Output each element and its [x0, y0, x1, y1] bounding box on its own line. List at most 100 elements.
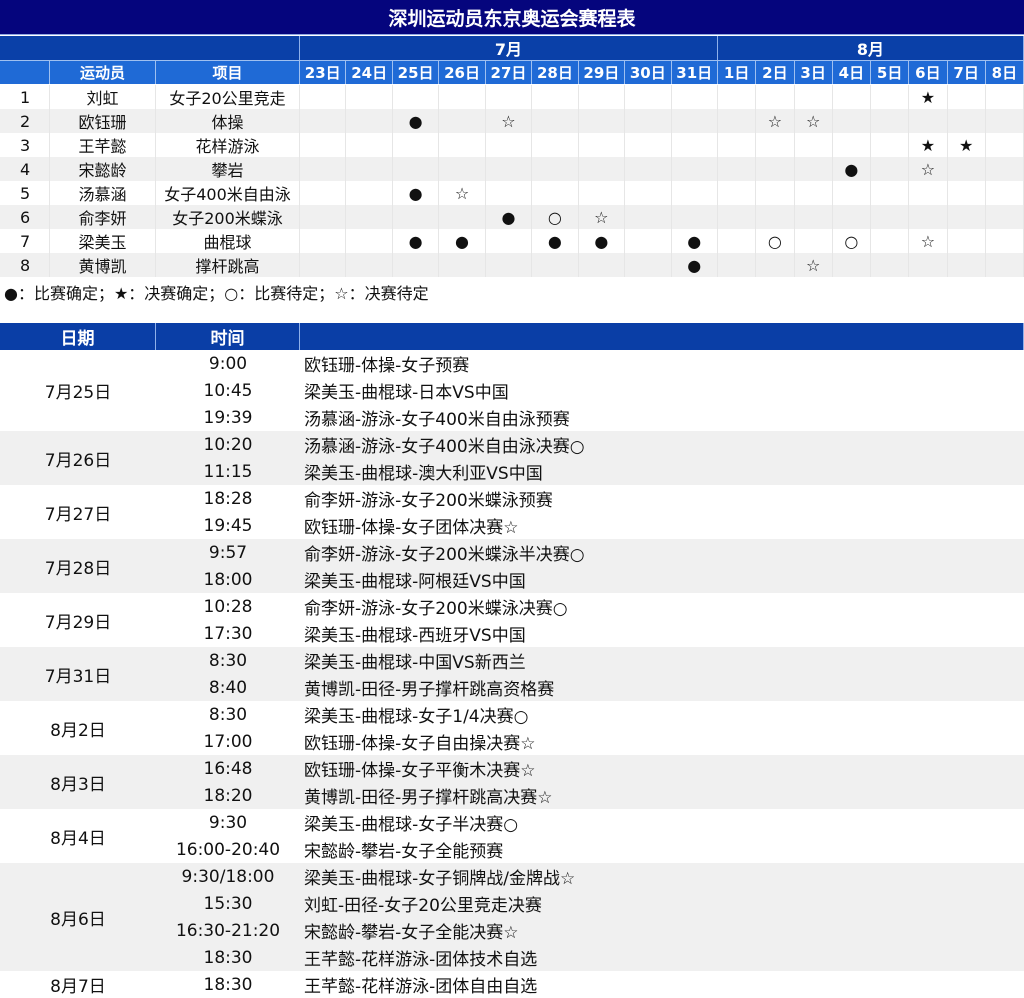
schedule-cell	[578, 109, 626, 133]
schedule-event: 汤慕涵-游泳-女子400米自由泳决赛○	[300, 431, 1024, 458]
schedule-time: 17:00	[156, 728, 300, 755]
schedule-cell	[625, 229, 672, 253]
schedule-event: 梁美玉-曲棍球-日本VS中国	[300, 377, 1024, 404]
schedule-cell	[578, 133, 626, 157]
athlete-name: 俞李妍	[50, 205, 156, 229]
legend: ●：比赛确定；★：决赛确定；○：比赛待定；☆：决赛待定	[4, 284, 429, 303]
schedule-cell	[756, 85, 795, 109]
schedule-cell	[718, 205, 757, 229]
schedule-cell	[718, 133, 757, 157]
schedule-cell	[985, 205, 1024, 229]
schedule-cell	[346, 109, 393, 133]
schedule-date: 8月3日	[0, 755, 156, 809]
header-event: 项目	[156, 60, 300, 84]
schedule-date: 7月26日	[0, 431, 156, 485]
schedule-time: 18:00	[156, 566, 300, 593]
athlete-name: 刘虹	[50, 85, 156, 109]
schedule-mark: ●	[578, 229, 626, 253]
schedule-cell	[346, 181, 393, 205]
day-header: 2日	[756, 60, 795, 84]
schedule-mark: ●	[485, 205, 533, 229]
header-athlete: 运动员	[50, 60, 156, 84]
athlete-event: 体操	[156, 109, 300, 133]
athlete-event: 女子20公里竞走	[156, 85, 300, 109]
schedule-cell	[985, 85, 1024, 109]
schedule-cell	[532, 253, 579, 277]
schedule-cell	[947, 205, 986, 229]
schedule-time: 15:30	[156, 890, 300, 917]
schedule-cell	[625, 109, 672, 133]
day-header: 23日	[300, 60, 347, 84]
schedule-cell	[947, 253, 986, 277]
schedule-cell	[485, 157, 533, 181]
athlete-number: 5	[0, 181, 50, 205]
schedule-time: 8:30	[156, 647, 300, 674]
schedule-date: 7月29日	[0, 593, 156, 647]
athlete-number: 3	[0, 133, 50, 157]
athlete-number: 2	[0, 109, 50, 133]
athlete-name: 梁美玉	[50, 229, 156, 253]
schedule-time: 8:40	[156, 674, 300, 701]
schedule-cell	[485, 229, 533, 253]
schedule-cell	[300, 109, 347, 133]
schedule-time: 16:00-20:40	[156, 836, 300, 863]
schedule-cell	[671, 85, 718, 109]
schedule-event: 梁美玉-曲棍球-女子1/4决赛○	[300, 701, 1024, 728]
athlete-name: 王芊懿	[50, 133, 156, 157]
schedule-cell	[871, 205, 910, 229]
schedule-time: 9:00	[156, 350, 300, 377]
schedule-cell	[439, 205, 486, 229]
schedule-cell	[346, 205, 393, 229]
schedule-event: 汤慕涵-游泳-女子400米自由泳预赛	[300, 404, 1024, 431]
schedule-cell	[947, 181, 986, 205]
schedule-mark: ●	[392, 109, 440, 133]
schedule-cell	[392, 133, 440, 157]
athlete-event: 攀岩	[156, 157, 300, 181]
schedule-cell	[871, 253, 910, 277]
schedule-cell	[392, 253, 440, 277]
schedule-mark: ○	[532, 205, 579, 229]
schedule-cell	[439, 133, 486, 157]
athlete-name: 黄博凯	[50, 253, 156, 277]
schedule-date: 7月25日	[0, 350, 156, 431]
schedule-cell	[756, 181, 795, 205]
schedule-cell	[392, 157, 440, 181]
schedule-cell	[985, 229, 1024, 253]
header-number	[0, 60, 50, 84]
schedule-cell	[578, 253, 626, 277]
schedule-mark: ☆	[794, 253, 833, 277]
schedule-cell	[671, 205, 718, 229]
schedule-cell	[909, 181, 948, 205]
schedule-cell	[485, 253, 533, 277]
schedule-cell	[578, 157, 626, 181]
schedule-event: 梁美玉-曲棍球-阿根廷VS中国	[300, 566, 1024, 593]
schedule-time: 11:15	[156, 458, 300, 485]
schedule-cell	[871, 109, 910, 133]
schedule-event: 刘虹-田径-女子20公里竞走决赛	[300, 890, 1024, 917]
schedule-cell	[439, 85, 486, 109]
month-header-july: 7月	[300, 36, 718, 60]
schedule-cell	[671, 133, 718, 157]
schedule-cell	[300, 133, 347, 157]
schedule-mark: ★	[947, 133, 986, 157]
day-header: 7日	[947, 60, 986, 84]
schedule-cell	[625, 157, 672, 181]
athlete-number: 4	[0, 157, 50, 181]
schedule-cell	[871, 181, 910, 205]
schedule-cell	[718, 85, 757, 109]
athlete-event: 花样游泳	[156, 133, 300, 157]
schedule-event: 梁美玉-曲棍球-中国VS新西兰	[300, 647, 1024, 674]
schedule-time: 10:45	[156, 377, 300, 404]
schedule-mark: ●	[532, 229, 579, 253]
schedule-time: 9:30	[156, 809, 300, 836]
athlete-event: 女子400米自由泳	[156, 181, 300, 205]
schedule-cell	[671, 181, 718, 205]
header-schedule-event	[300, 323, 1024, 350]
schedule-cell	[625, 205, 672, 229]
schedule-cell	[909, 253, 948, 277]
schedule-cell	[871, 133, 910, 157]
day-header: 27日	[485, 60, 533, 84]
schedule-cell	[794, 133, 833, 157]
schedule-event: 俞李妍-游泳-女子200米蝶泳预赛	[300, 485, 1024, 512]
schedule-mark: ●	[392, 181, 440, 205]
